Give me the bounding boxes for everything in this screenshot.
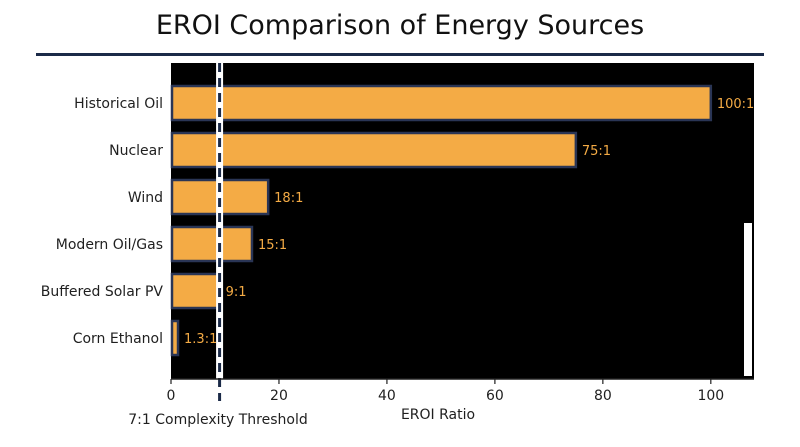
category-label: Wind xyxy=(128,190,163,206)
x-tick-label: 100 xyxy=(697,388,724,404)
x-tick-label: 80 xyxy=(594,388,612,404)
value-label: 100:1 xyxy=(717,97,754,112)
category-label: Corn Ethanol xyxy=(73,331,163,347)
bar-buffered-solar-pv xyxy=(170,272,221,310)
bars-layer xyxy=(170,84,752,376)
x-axis-title: EROI Ratio xyxy=(401,407,475,423)
x-tick-label: 40 xyxy=(378,388,396,404)
title-divider xyxy=(36,53,764,56)
x-axis: 0 20 40 60 80 100 xyxy=(167,378,754,404)
plot-edge-marker xyxy=(744,223,752,376)
bar-historical-oil xyxy=(170,84,713,122)
category-label: Nuclear xyxy=(109,143,163,159)
bar-corn-ethanol xyxy=(170,319,180,357)
category-label: Historical Oil xyxy=(74,96,163,112)
x-tick-label: 0 xyxy=(167,388,176,404)
threshold-label: 7:1 Complexity Threshold xyxy=(128,412,308,428)
x-tick-label: 20 xyxy=(270,388,288,404)
bar-nuclear xyxy=(170,131,578,169)
category-label: Buffered Solar PV xyxy=(41,284,164,300)
value-label: 9:1 xyxy=(226,285,247,300)
value-label: 1.3:1 xyxy=(184,332,217,347)
bar-modern-oil-gas xyxy=(170,225,254,263)
value-label: 75:1 xyxy=(582,144,611,159)
value-label: 15:1 xyxy=(258,238,287,253)
category-label: Modern Oil/Gas xyxy=(56,237,163,253)
labels-layer: 100:1 Historical Oil 75:1 Nuclear 18:1 Wind 15… xyxy=(41,96,755,347)
value-label: 18:1 xyxy=(274,191,303,206)
x-tick-label: 60 xyxy=(486,388,504,404)
chart-title: EROI Comparison of Energy Sources xyxy=(155,10,645,41)
